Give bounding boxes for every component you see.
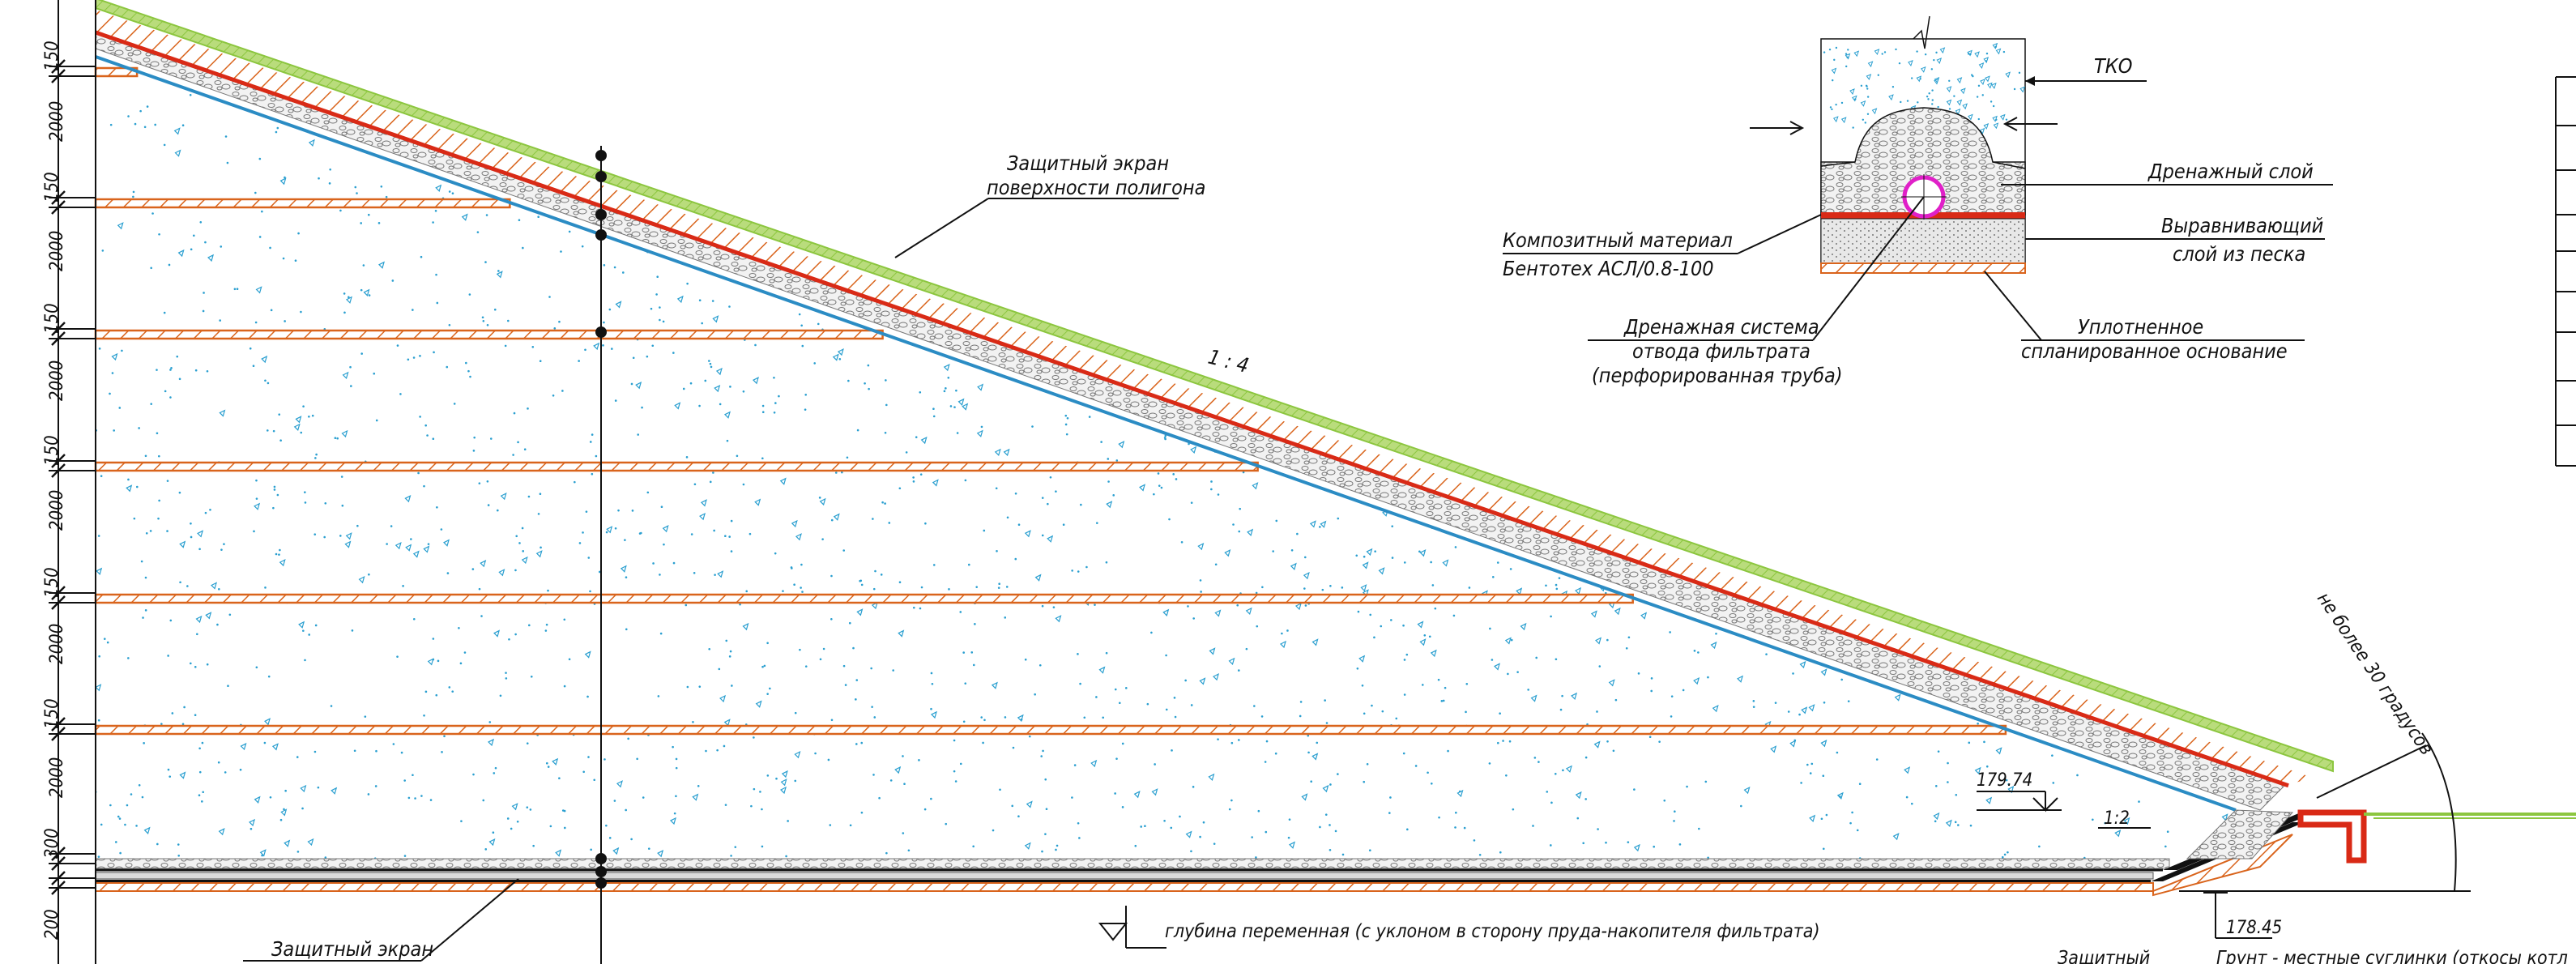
bottom-screen-label-right: Защитный xyxy=(2058,948,2150,964)
left-dimension-value: 2000 xyxy=(47,231,67,271)
base-label-2: спланированное основание xyxy=(2021,339,2288,363)
drain-system-label-3: (перфорированная труба) xyxy=(1592,364,1843,387)
angle-arc xyxy=(2421,732,2457,892)
tko-label: ТКО xyxy=(2094,54,2132,78)
left-dimension-value: 2000 xyxy=(47,757,67,798)
ground-note: Грунт - местные суглинки (откосы котл xyxy=(2216,948,2568,964)
left-dimension-value: 150 xyxy=(42,698,62,729)
left-dimension-chain: 150 2000 150 2000 150 2000 150 2000 150 2000 150 20… xyxy=(42,0,96,964)
bottom-screen-label: Защитный экран xyxy=(271,937,433,961)
waste-body xyxy=(96,57,2236,859)
drainage-detail: ТКО Дренажный слой Выравнивающий слой из… xyxy=(1503,15,2333,387)
detail-sand-layer xyxy=(1820,218,2026,264)
left-dimension-value: 150 xyxy=(42,303,62,334)
leader-base xyxy=(1984,271,2042,341)
elevation-bottom: 178.45 xyxy=(2226,918,2282,938)
drain-system-label-1: Дренажная система xyxy=(1623,315,1819,339)
left-dimension-value: 150 xyxy=(42,567,62,598)
depth-note: глубина переменная (с уклоном в сторону … xyxy=(1165,921,1820,942)
arrow-left xyxy=(1750,121,1805,135)
bottom-screen-leader xyxy=(420,878,519,962)
left-dimension-value: 150 xyxy=(42,435,62,466)
toe-trench-liner xyxy=(2297,809,2367,864)
left-dimension-value: 150 xyxy=(42,172,62,203)
leader-drain-system xyxy=(1812,196,1925,341)
leader-surface-screen xyxy=(894,198,989,258)
right-table-frame xyxy=(2555,76,2576,467)
depth-note-marker xyxy=(1098,923,1128,941)
left-dimension-value: 150 xyxy=(42,41,62,71)
slope-ratio-label: 1 : 4 xyxy=(1206,345,1252,377)
elevation-top: 179.74 xyxy=(1977,770,2032,791)
detail-mound-wings xyxy=(1820,161,2026,169)
drain-system-label-2: отвода фильтрата xyxy=(1632,339,1810,363)
left-dimension-value: 2000 xyxy=(47,624,67,664)
slope-blue-liner xyxy=(95,55,2237,812)
surface-screen-label-1: Защитный экран xyxy=(1007,151,1169,175)
arrow-right xyxy=(2002,117,2058,131)
levelling-label-2: слой из песка xyxy=(2173,242,2305,266)
survey-points xyxy=(595,150,607,889)
left-dimension-value: 300 xyxy=(42,828,62,859)
slope-red-liner xyxy=(95,30,2289,788)
base-label-1: Уплотненное xyxy=(2078,315,2203,339)
left-dimension-value: 200 xyxy=(42,909,62,940)
arrow-tko xyxy=(2025,76,2035,86)
slope-protective-layer xyxy=(96,10,2313,786)
angle-ray xyxy=(2316,744,2427,799)
levelling-label-1: Выравнивающий xyxy=(2161,214,2323,237)
left-dimension-value: 2000 xyxy=(47,101,67,142)
composite-label-2: Бентотех АСЛ/0.8-100 xyxy=(1503,257,1714,280)
composite-label-1: Композитный материал xyxy=(1503,228,1733,252)
detail-gravel-mound xyxy=(1820,107,2026,215)
drain-layer-label: Дренажный слой xyxy=(2147,160,2314,183)
left-dimension-value: 2000 xyxy=(47,360,67,401)
surface-screen-label-2: поверхности полигона xyxy=(987,176,1205,199)
left-dimension-value: 2000 xyxy=(47,490,67,531)
slope-ratio-small: 1:2 xyxy=(2104,808,2130,829)
leader-composite xyxy=(1737,214,1822,254)
detail-break-mark xyxy=(1913,15,1930,49)
max-angle-label: не более 30 градусов xyxy=(2313,589,2437,759)
detail-base-layer xyxy=(1820,262,2026,274)
